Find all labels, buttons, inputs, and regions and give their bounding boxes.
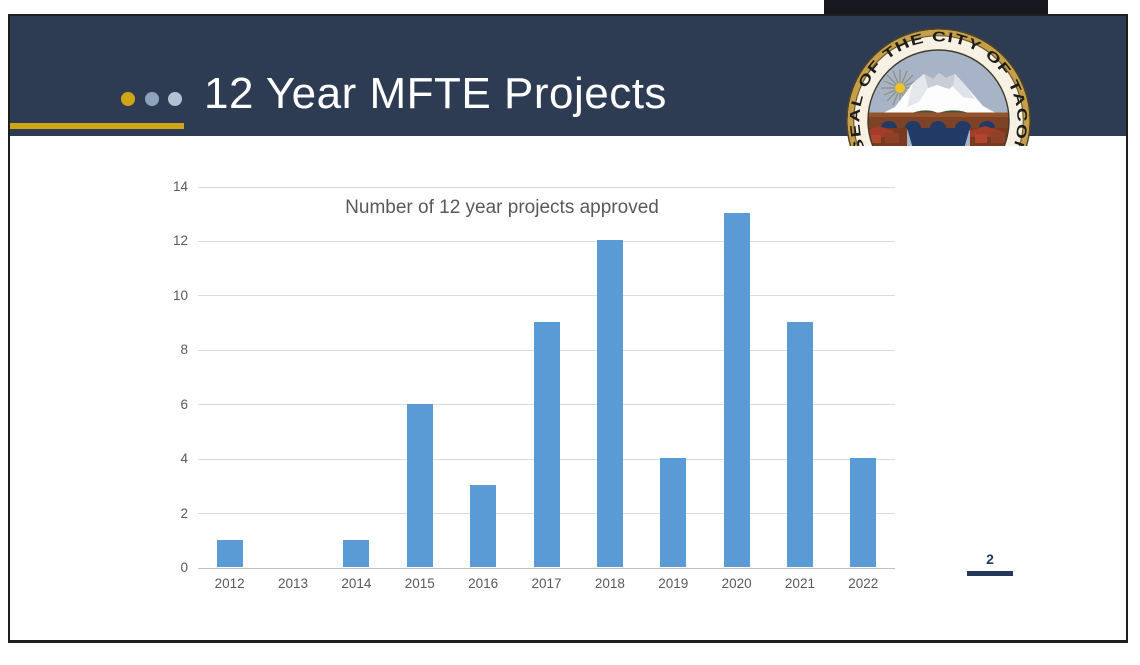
x-axis-line [198, 567, 895, 569]
y-tick-label: 4 [180, 451, 188, 467]
gridline [198, 295, 895, 297]
plot-area: Number of 12 year projects approved 0 2 4 6… [173, 179, 895, 591]
x-tick-label: 2015 [404, 576, 435, 591]
mountain-icon [868, 73, 1009, 124]
bar-2022 [850, 458, 877, 567]
sun-icon [895, 83, 905, 93]
slide-header: 12 Year MFTE Projects [10, 16, 1126, 146]
seal-svg: SEAL OF THE CITY OF TACOMA [845, 27, 1031, 146]
x-tick-label: 2014 [341, 576, 372, 591]
x-tick-label: 2019 [658, 576, 689, 591]
x-tick-label: 2013 [278, 576, 309, 591]
buildings-left [868, 126, 907, 146]
y-tick-label: 2 [180, 505, 188, 521]
bar-2021 [786, 322, 813, 567]
gridline [198, 240, 895, 242]
y-tick-label: 6 [180, 396, 188, 412]
x-tick-label: 2020 [721, 576, 752, 591]
bar-2020 [723, 213, 750, 567]
bar-2015 [406, 403, 433, 567]
bar-2017 [533, 322, 560, 567]
gridline [198, 186, 895, 188]
bullet-dot-blue [145, 92, 159, 106]
bridge-icon [868, 112, 1009, 117]
header-accent-line [10, 123, 184, 129]
buildings-right [970, 126, 1009, 146]
bar-2012 [216, 539, 243, 567]
y-tick-label: 14 [172, 179, 188, 194]
slide-frame: 12 Year MFTE Projects [8, 14, 1128, 643]
x-tick-label: 2018 [594, 576, 625, 591]
bar-2016 [470, 485, 497, 567]
bar-2018 [596, 240, 623, 567]
bridge-arches [868, 117, 1009, 128]
y-tick-label: 10 [172, 287, 188, 303]
bullet-dot-lightblue [168, 92, 182, 106]
x-tick-label: 2022 [848, 576, 879, 591]
x-tick-label: 2017 [531, 576, 562, 591]
y-tick-label: 12 [172, 233, 188, 249]
tacoma-city-seal-icon: SEAL OF THE CITY OF TACOMA [845, 27, 1032, 146]
waterway [907, 128, 970, 146]
y-tick-label: 0 [180, 560, 188, 575]
page-number: 2 [986, 551, 994, 567]
bullet-dot-gold [121, 92, 135, 106]
y-tick-label: 8 [180, 342, 188, 358]
slide-title: 12 Year MFTE Projects [204, 69, 667, 118]
window-artifact-bar [824, 0, 1048, 15]
x-tick-label: 2016 [468, 576, 499, 591]
x-tick-label: 2021 [784, 576, 815, 591]
chart-title: Number of 12 year projects approved [345, 197, 659, 218]
bar-2019 [660, 458, 687, 567]
x-tick-label: 2012 [214, 576, 245, 591]
bar-2014 [343, 539, 370, 567]
page-number-underline [967, 571, 1013, 576]
